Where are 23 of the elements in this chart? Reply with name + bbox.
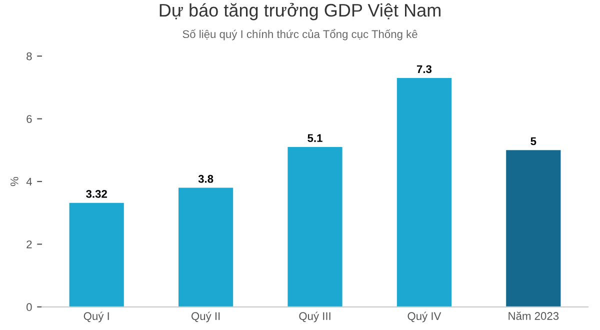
y-tick-label: 2 bbox=[26, 240, 32, 248]
y-tick-label: 6 bbox=[26, 115, 32, 123]
x-tick-label: Quý I bbox=[84, 312, 109, 322]
chart-subtitle: Số liệu quý I chính thức của Tổng cục Thống kê bbox=[182, 28, 418, 40]
x-tick-label: Quý IV bbox=[408, 312, 442, 322]
data-label: 3.32 bbox=[86, 190, 107, 198]
bar bbox=[178, 188, 234, 307]
y-tick-label: 0 bbox=[26, 303, 32, 312]
x-tick-label: Năm 2023 bbox=[508, 312, 559, 320]
y-axis-title: % bbox=[10, 176, 18, 186]
y-tick-label: 8 bbox=[26, 52, 32, 60]
data-label: 5 bbox=[530, 137, 536, 146]
chart-title: Dự báo tăng trưởng GDP Việt Nam bbox=[160, 2, 440, 20]
y-tick-label: 4 bbox=[26, 178, 32, 186]
data-label: 7.3 bbox=[416, 65, 432, 74]
bar bbox=[396, 78, 452, 307]
x-tick-label: Quý II bbox=[192, 312, 220, 322]
bar bbox=[69, 202, 124, 307]
data-label: 3.8 bbox=[198, 174, 214, 183]
x-tick-label: Quý III bbox=[299, 312, 330, 322]
bar bbox=[288, 147, 342, 307]
bar bbox=[506, 150, 561, 307]
data-label: 5.1 bbox=[308, 134, 322, 142]
